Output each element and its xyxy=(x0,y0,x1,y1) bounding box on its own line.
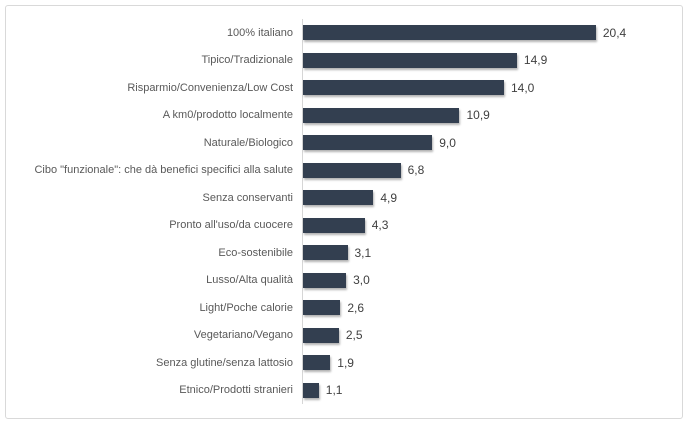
value-label: 3,1 xyxy=(354,245,372,260)
value-label: 2,5 xyxy=(345,328,363,343)
bar-zone: 4,9 xyxy=(302,184,682,212)
category-label: Pronto all'uso/da cuocere xyxy=(169,219,293,232)
category-label: Risparmio/Convenienza/Low Cost xyxy=(127,81,293,94)
bar xyxy=(303,107,460,123)
bar-zone: 10,9 xyxy=(302,101,682,129)
value-label: 2,6 xyxy=(347,300,364,315)
category-label: 100% italiano xyxy=(226,26,293,39)
chart-row: Etnico/Prodotti stranieri 1,1 xyxy=(6,376,682,404)
value-label: 6,8 xyxy=(407,163,425,178)
bar xyxy=(303,327,339,343)
chart-row: Light/Poche calorie 2,6 xyxy=(6,294,682,322)
value-label: 20,4 xyxy=(602,25,627,40)
chart-row: Pronto all'uso/da cuocere 4,3 xyxy=(6,211,682,239)
value-label: 14,0 xyxy=(510,80,535,95)
value-label: 10,9 xyxy=(466,108,490,123)
value-label: 1,9 xyxy=(337,355,354,370)
bar xyxy=(303,355,331,371)
chart-row: Eco-sostenibile 3,1 xyxy=(6,239,682,267)
category-label: Tipico/Tradizionale xyxy=(201,54,293,67)
category-label: Senza glutine/senza lattosio xyxy=(156,356,293,369)
chart-row: Lusso/Alta qualità 3,0 xyxy=(6,266,682,294)
bar xyxy=(303,52,517,68)
bar-zone: 2,6 xyxy=(302,294,682,322)
category-label: Naturale/Biologico xyxy=(203,136,293,149)
bar-zone: 3,0 xyxy=(302,266,682,294)
chart-row: Senza glutine/senza lattosio 1,9 xyxy=(6,349,682,377)
bar xyxy=(303,300,341,316)
chart-row: Vegetariano/Vegano 2,5 xyxy=(6,321,682,349)
value-label: 3,0 xyxy=(353,273,370,288)
bar-zone: 20,4 xyxy=(302,19,682,47)
chart-row: Cibo "funzionale": che dà benefici speci… xyxy=(6,156,682,184)
bar-zone: 14,9 xyxy=(302,46,682,74)
chart-row: Senza conservanti 4,9 xyxy=(6,184,682,212)
chart-frame: 100% italiano 20,4 Tipico/Tradizionale 14,9… xyxy=(5,5,683,419)
bar xyxy=(303,217,365,233)
bar xyxy=(303,80,504,96)
value-label: 9,0 xyxy=(439,135,456,150)
value-label: 4,9 xyxy=(380,190,398,205)
category-label: Cibo "funzionale": che dà benefici speci… xyxy=(34,164,293,177)
bar-zone: 1,9 xyxy=(302,349,682,377)
value-label: 14,9 xyxy=(523,53,548,68)
chart-row: Risparmio/Convenienza/Low Cost 14,0 xyxy=(6,74,682,102)
bar xyxy=(303,162,401,178)
value-label: 4,3 xyxy=(371,218,389,233)
bar xyxy=(303,190,374,206)
chart-row: 100% italiano 20,4 xyxy=(6,19,682,47)
bar xyxy=(303,25,596,41)
bar-zone: 3,1 xyxy=(302,239,682,267)
chart-row: Tipico/Tradizionale 14,9 xyxy=(6,46,682,74)
chart-row: Naturale/Biologico 9,0 xyxy=(6,129,682,157)
value-label: 1,1 xyxy=(325,383,343,398)
bar xyxy=(303,135,433,151)
category-label: Senza conservanti xyxy=(202,191,294,204)
category-label: Light/Poche calorie xyxy=(199,301,293,314)
bar-zone: 6,8 xyxy=(302,156,682,184)
category-label: A km0/prodotto localmente xyxy=(162,109,293,122)
bar-zone: 9,0 xyxy=(302,129,682,157)
bar-zone: 2,5 xyxy=(302,321,682,349)
bar xyxy=(303,382,319,398)
category-label: Vegetariano/Vegano xyxy=(193,329,293,342)
bar-zone: 14,0 xyxy=(302,74,682,102)
chart-row: A km0/prodotto localmente 10,9 xyxy=(6,101,682,129)
bar xyxy=(303,245,348,261)
bar-zone: 4,3 xyxy=(302,211,682,239)
category-label: Lusso/Alta qualità xyxy=(206,274,293,287)
category-label: Etnico/Prodotti stranieri xyxy=(179,384,293,397)
bar-chart: 100% italiano 20,4 Tipico/Tradizionale 14,9… xyxy=(6,19,682,404)
bar-zone: 1,1 xyxy=(302,376,682,404)
bar xyxy=(303,272,347,288)
category-label: Eco-sostenibile xyxy=(218,246,293,259)
